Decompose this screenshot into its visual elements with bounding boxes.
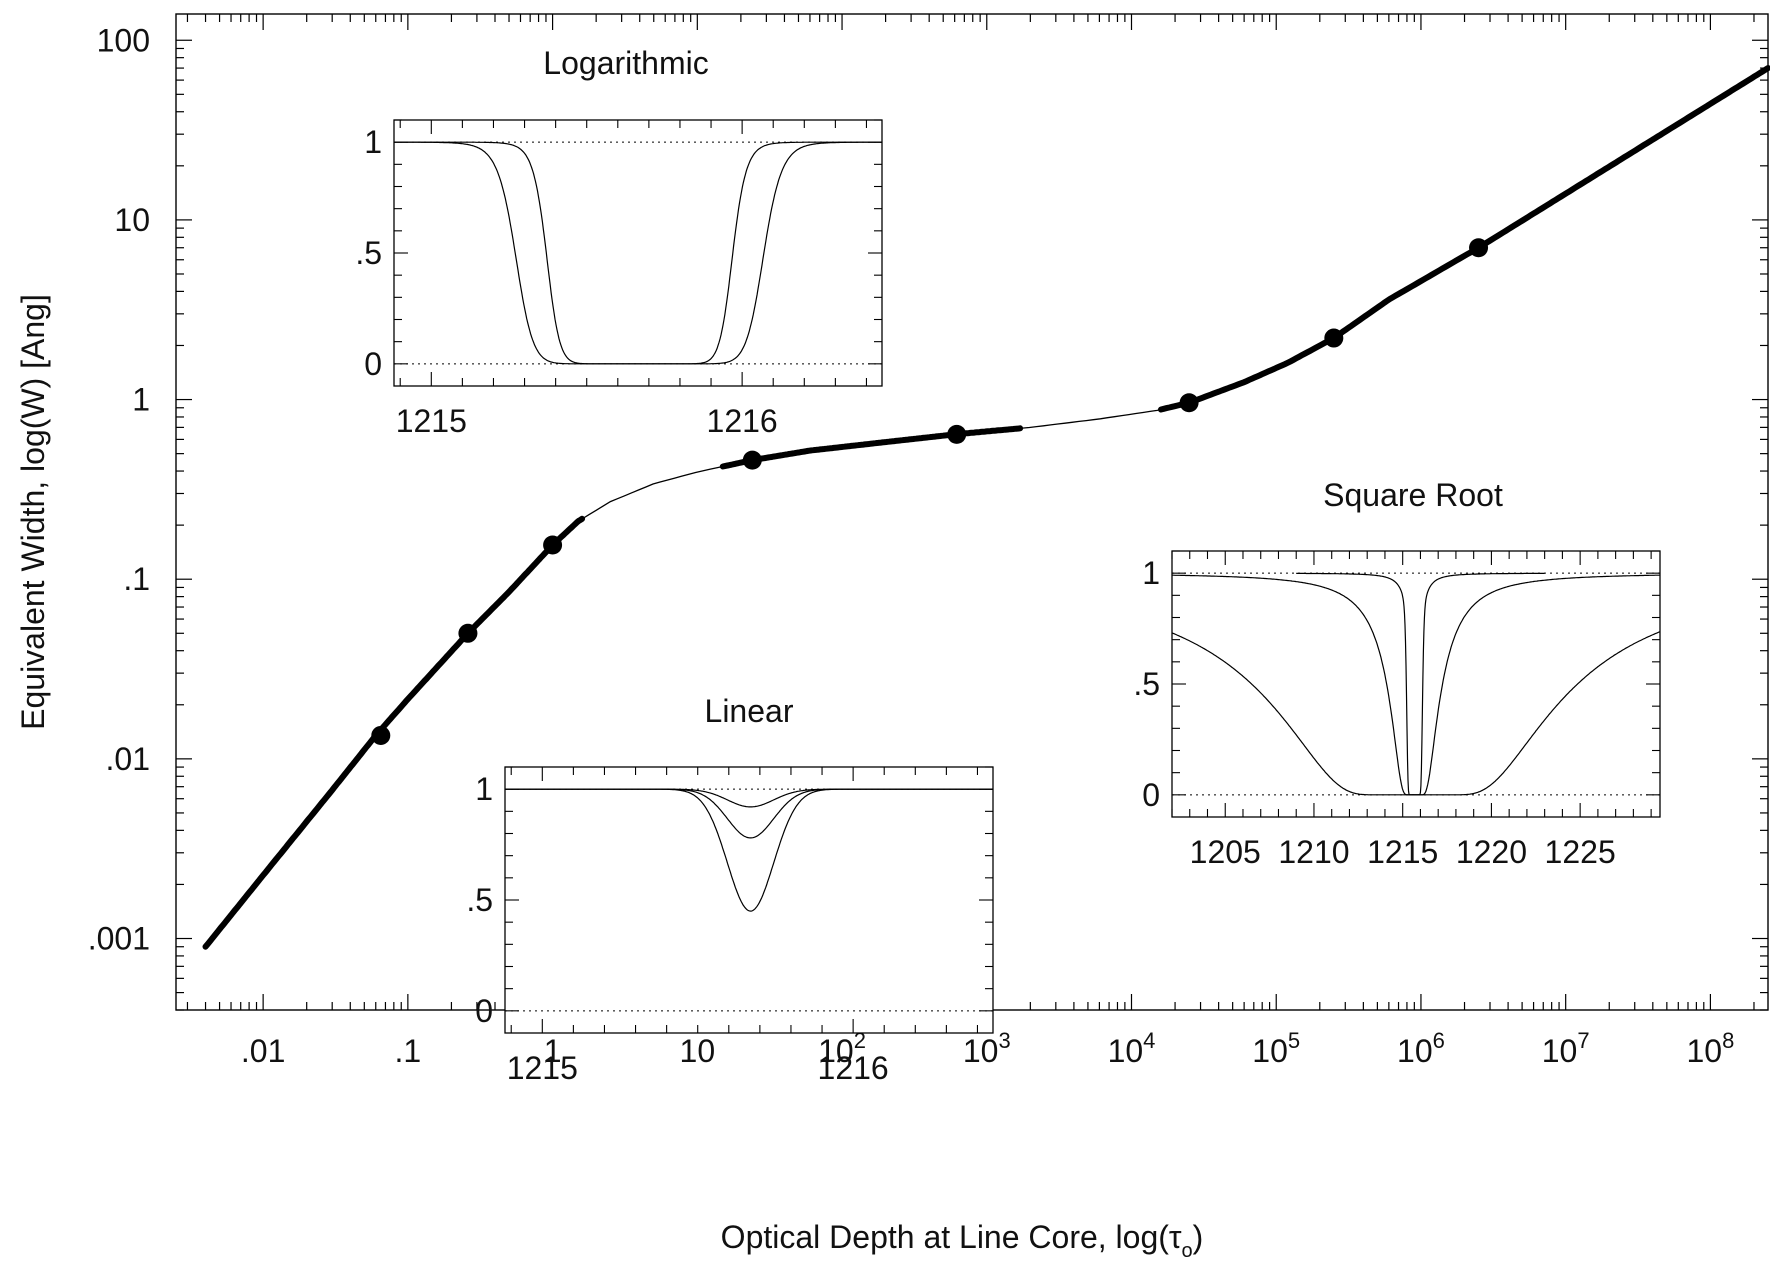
inset-y-tick-label: .5 xyxy=(1133,666,1160,702)
linear-inset: Linear 1215 1216 1 .5 0 xyxy=(466,693,994,1086)
x-axis-title-close: ) xyxy=(1193,1219,1204,1255)
logarithmic-inset: Logarithmic 1215 1216 1 .5 0 xyxy=(355,45,883,439)
inset-frame xyxy=(504,766,994,1034)
x-tick-label-base: 10 xyxy=(1108,1033,1144,1069)
inset-x-tick-label: 1215 xyxy=(396,403,467,439)
x-axis-title-subscript: o xyxy=(1182,1240,1193,1262)
x-tick-label-base: 10 xyxy=(1686,1033,1722,1069)
y-tick-label: 100 xyxy=(97,22,150,58)
inset-x-tick-label: 1210 xyxy=(1278,834,1349,870)
inset-frame xyxy=(1171,550,1661,818)
x-tick-label-base: 10 xyxy=(1397,1033,1433,1069)
x-tick-label-base: 10 xyxy=(1542,1033,1578,1069)
x-tick-label-exponent: 4 xyxy=(1143,1028,1155,1053)
y-tick-label: 1 xyxy=(132,382,150,418)
y-tick-label: .1 xyxy=(123,561,150,597)
x-axis-title: Optical Depth at Line Core, log(τo) xyxy=(721,1219,1204,1262)
x-tick-label: 102 xyxy=(818,1028,866,1069)
inset-profile-line xyxy=(394,141,882,365)
x-tick-label-base: .1 xyxy=(395,1033,422,1069)
x-tick-label-exponent: 7 xyxy=(1577,1028,1589,1053)
x-tick-label-exponent: 5 xyxy=(1288,1028,1300,1053)
inset-y-tick-label: 0 xyxy=(475,993,493,1029)
inset-y-tick-label: .5 xyxy=(355,235,382,271)
x-tick-label-base: 10 xyxy=(963,1033,999,1069)
y-axis-title: Equivalent Width, log(W) [Ang] xyxy=(15,294,51,730)
inset-x-tick-label: 1205 xyxy=(1190,834,1261,870)
curve-point xyxy=(371,725,391,745)
x-tick-label-exponent: 8 xyxy=(1722,1028,1734,1053)
inset-x-tick-label: 1215 xyxy=(507,1050,578,1086)
x-tick-label-exponent: 6 xyxy=(1433,1028,1445,1053)
inset-y-tick-label: 0 xyxy=(364,346,382,382)
inset-y-tick-label: 1 xyxy=(1142,555,1160,591)
x-tick-label: 108 xyxy=(1686,1028,1734,1069)
inset-x-tick-label: 1216 xyxy=(707,403,778,439)
inset-frame xyxy=(393,119,883,387)
y-tick-label: .001 xyxy=(88,921,150,957)
y-axis-ticks xyxy=(176,39,1768,1011)
curve-point xyxy=(947,424,967,444)
x-tick-label-exponent: 3 xyxy=(998,1028,1010,1053)
x-tick-label-base: 1 xyxy=(544,1033,562,1069)
inset-profile-line xyxy=(505,788,993,912)
inset-profile-line xyxy=(1296,572,1545,796)
inset-x-tick-label: 1216 xyxy=(818,1050,889,1086)
curve-point xyxy=(1469,238,1489,258)
curve-thick-segment xyxy=(1158,65,1770,413)
inset-y-tick-label: .5 xyxy=(466,882,493,918)
x-tick-label-base: 10 xyxy=(818,1033,854,1069)
x-tick-label-base: 10 xyxy=(680,1033,716,1069)
x-axis-ticks xyxy=(186,14,1755,1010)
x-tick-label-exponent: 2 xyxy=(854,1028,866,1053)
x-tick-label: 106 xyxy=(1397,1028,1445,1069)
inset-x-tick-label: 1220 xyxy=(1456,834,1527,870)
square-root-inset: Square Root 1205 1210 1215 1220 1225 1 .5 0 xyxy=(1133,477,1661,870)
x-tick-label-base: .01 xyxy=(241,1033,285,1069)
curve-point xyxy=(543,535,563,555)
curve-thick-segment xyxy=(719,425,1024,470)
x-tick-label: 107 xyxy=(1542,1028,1590,1069)
x-tick-label: 10 xyxy=(680,1033,716,1069)
x-tick-label: 104 xyxy=(1108,1028,1156,1069)
inset-x-tick-label: 1225 xyxy=(1545,834,1616,870)
x-tick-label: 105 xyxy=(1252,1028,1300,1069)
inset-profile-line xyxy=(1171,631,1661,796)
x-tick-label: .01 xyxy=(241,1033,285,1069)
x-tick-label: .1 xyxy=(395,1033,422,1069)
inset-title: Logarithmic xyxy=(543,45,708,81)
inset-x-tick-label: 1215 xyxy=(1367,834,1438,870)
main-plot: .01.1 1 10 102 103 104 105 106 107 108.001.01.111… xyxy=(15,13,1770,1262)
inset-y-tick-label: 1 xyxy=(364,124,382,160)
x-tick-label: 1 xyxy=(544,1033,562,1069)
inset-y-tick-label: 0 xyxy=(1142,777,1160,813)
curve-point xyxy=(1179,393,1199,413)
x-tick-label: 103 xyxy=(963,1028,1011,1069)
inset-title: Linear xyxy=(705,693,794,729)
curve-point xyxy=(458,623,478,643)
x-axis-title-main: Optical Depth at Line Core, log(τ xyxy=(721,1219,1182,1255)
inset-title: Square Root xyxy=(1323,477,1503,513)
x-tick-label-base: 10 xyxy=(1252,1033,1288,1069)
curve-point xyxy=(742,450,762,470)
curve-point xyxy=(1324,328,1344,348)
y-tick-label: 10 xyxy=(114,202,150,238)
curve-thick-segment xyxy=(202,515,586,950)
y-tick-label: .01 xyxy=(106,741,150,777)
inset-y-tick-label: 1 xyxy=(475,771,493,807)
